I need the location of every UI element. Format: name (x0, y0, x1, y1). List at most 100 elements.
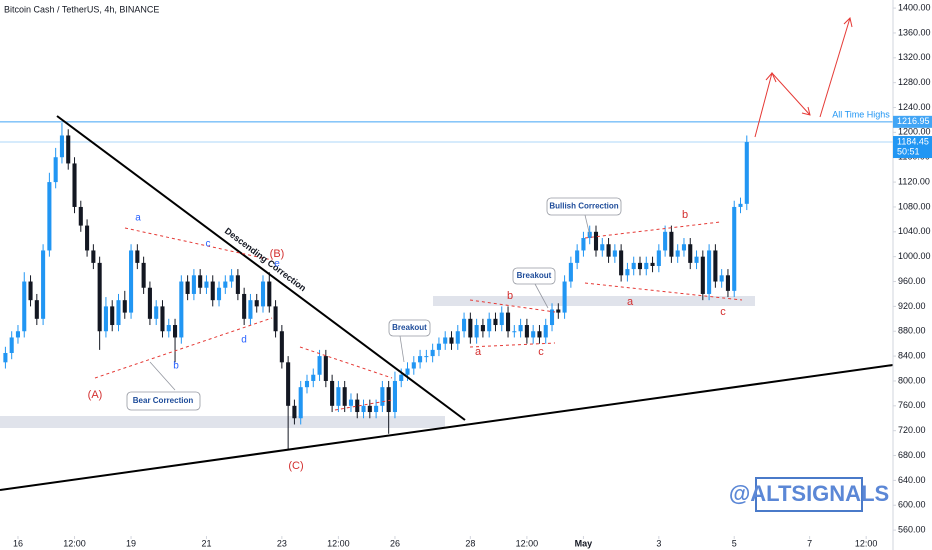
axes: 16 12:00 19 21 23 12:00 26 28 12:00 May 3 5 7 12:00 (0, 121, 893, 548)
y-tick-label: 960.00 (898, 276, 926, 286)
last-price-label: 1184.45 (897, 136, 929, 146)
candle-body (91, 250, 96, 263)
candle-body (198, 275, 203, 288)
candle-body (462, 318, 467, 332)
candle-body (28, 281, 33, 301)
pattern-line (469, 342, 556, 348)
candle-body (518, 325, 523, 332)
candle-body (707, 250, 712, 294)
candle-body (317, 356, 322, 375)
trend-line (56, 115, 466, 421)
candle-body (725, 275, 730, 291)
y-tick-label: 1320.00 (898, 52, 931, 62)
x-tick-label: 12:00 (516, 538, 539, 548)
last-price-box (893, 136, 932, 159)
candle-body (480, 325, 485, 332)
candle-body (619, 250, 624, 276)
price-label: 1216.95 (897, 116, 930, 126)
x-tick-label: 16 (13, 538, 23, 548)
pattern-line (469, 299, 556, 313)
candle-body (116, 300, 121, 326)
callout-box (512, 267, 556, 285)
callout-pointer (534, 283, 549, 309)
x-tick-label: 12:00 (855, 538, 878, 548)
candle-body (348, 399, 354, 406)
candle-body (9, 337, 14, 353)
candle-body (669, 231, 674, 257)
annotation: Breakout (517, 271, 552, 280)
x-tick-label: 26 (390, 538, 400, 548)
candle-body (386, 387, 391, 413)
candle-body (34, 300, 39, 319)
annotation: Descending Correction (223, 226, 308, 294)
candle-body (286, 362, 291, 406)
candle-body (47, 182, 52, 251)
candle-body (374, 405, 379, 413)
candle-body (606, 244, 611, 257)
candle-body (468, 318, 473, 338)
candle-body (543, 325, 548, 338)
wave-label: c (206, 239, 211, 250)
candle-body (675, 250, 680, 257)
x-tick-label: 5 (732, 538, 737, 548)
candle-body (443, 337, 448, 344)
candle-body (562, 281, 567, 313)
candle-body (694, 256, 699, 263)
y-tick-label: 1040.00 (898, 226, 931, 236)
candle-body (449, 337, 454, 344)
candle-body (512, 331, 517, 333)
candle-body (242, 293, 247, 319)
candle-body (267, 281, 272, 307)
annotation: All Time Highs (832, 109, 890, 119)
candle-body (122, 300, 127, 313)
support-zone (0, 416, 445, 428)
annotation: Bullish Correction (549, 202, 618, 211)
candle-body (455, 331, 460, 344)
candle-body (688, 244, 693, 263)
callout-pointer (584, 214, 591, 237)
candle-body (292, 405, 297, 419)
candle-body (637, 262, 643, 270)
projection (819, 17, 851, 118)
candle-body (380, 387, 385, 406)
candle-body (78, 206, 83, 226)
candle-body (531, 331, 536, 338)
price-axis: 560.00 600.00 640.00 680.00 720.00 760.00 800.… (892, 0, 932, 550)
pattern-line (94, 317, 273, 379)
candle-body (361, 405, 366, 413)
candle-body (738, 203, 743, 207)
x-tick-label: 3 (656, 538, 661, 548)
candle-body (392, 380, 397, 413)
wave-label: a (475, 346, 482, 358)
y-tick-label: 600.00 (898, 500, 926, 510)
candle-body (732, 206, 737, 291)
x-tick-label: 7 (807, 538, 812, 548)
candle-body (436, 343, 441, 350)
wave-label: b (507, 290, 513, 302)
candle-body (160, 306, 165, 332)
y-tick-label: 800.00 (898, 375, 926, 385)
candle-body (336, 387, 341, 406)
callout-pointer (399, 335, 405, 363)
candle-body (22, 281, 27, 332)
x-tick-label: 28 (465, 538, 475, 548)
candle-body (650, 262, 655, 266)
candle-body (323, 356, 328, 381)
candle-body (418, 356, 423, 363)
candle-body (3, 352, 8, 363)
candle-body (141, 262, 146, 288)
candle-body (593, 231, 599, 251)
trend-line (0, 364, 894, 491)
candle-body (713, 250, 718, 282)
watermark-box (755, 477, 863, 512)
candle-body (210, 281, 215, 301)
wave-label: e (274, 259, 280, 270)
candle-body (719, 275, 724, 282)
pattern-line (334, 399, 393, 411)
y-tick-label: 1200.00 (898, 127, 931, 137)
candle-body (399, 374, 404, 381)
x-tick-label: 12:00 (63, 538, 86, 548)
wave-label: d (241, 335, 247, 346)
candle-body (166, 325, 171, 332)
candle-body (405, 368, 410, 375)
